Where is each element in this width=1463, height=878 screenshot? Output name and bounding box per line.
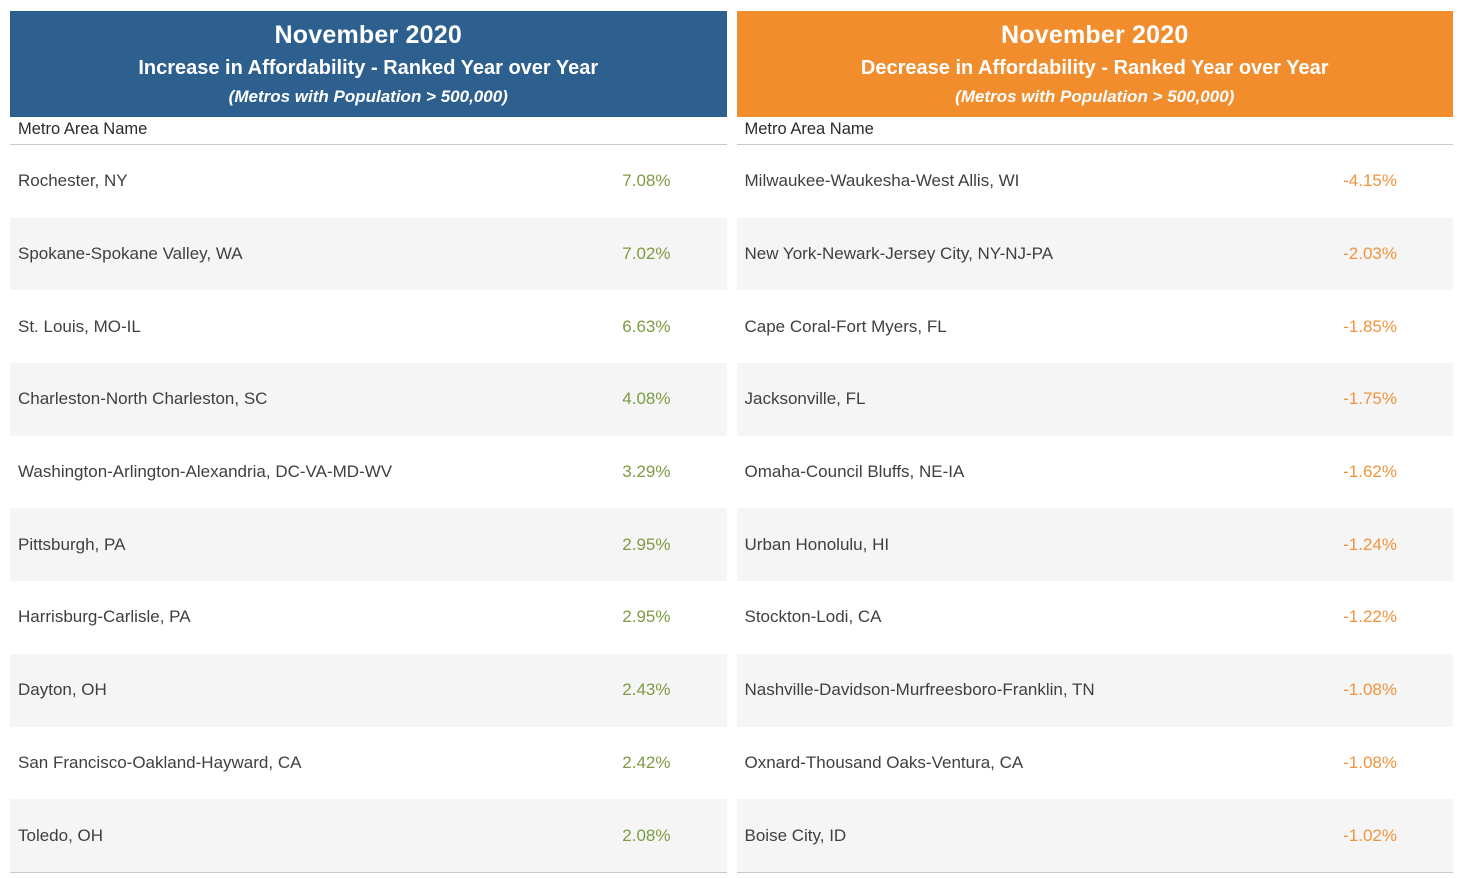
affordability-change-value: -1.85% (1343, 316, 1397, 336)
metro-area-name: Oxnard-Thousand Oaks-Ventura, CA (744, 752, 1024, 772)
table-row: Washington-Arlington-Alexandria, DC-VA-M… (10, 436, 727, 509)
metro-area-name: Boise City, ID (744, 825, 847, 845)
affordability-change-value: 2.08% (622, 825, 671, 845)
table-row: Milwaukee-Waukesha-West Allis, WI -4.15% (737, 145, 1454, 218)
metro-area-name: Stockton-Lodi, CA (744, 607, 882, 627)
affordability-change-value: -1.02% (1343, 825, 1397, 845)
metro-area-name: Jacksonville, FL (744, 389, 866, 409)
metro-area-name: Dayton, OH (18, 680, 107, 700)
metro-area-name: Spokane-Spokane Valley, WA (18, 244, 243, 264)
table-row: Omaha-Council Bluffs, NE-IA -1.62% (737, 436, 1454, 509)
table-row: Nashville-Davidson-Murfreesboro-Franklin… (736, 653, 1453, 727)
affordability-change-value: -2.03% (1343, 244, 1397, 264)
metro-area-name: Milwaukee-Waukesha-West Allis, WI (744, 171, 1020, 191)
affordability-change-value: 2.43% (622, 680, 671, 700)
affordability-change-value: 4.08% (622, 389, 671, 409)
affordability-change-value: -1.62% (1343, 462, 1397, 482)
affordability-change-value: -1.24% (1343, 534, 1397, 554)
metro-area-name: Omaha-Council Bluffs, NE-IA (744, 462, 965, 482)
decrease-column-header-metro-area-name: Metro Area Name (736, 117, 1453, 145)
affordability-change-value: 6.63% (622, 316, 671, 336)
affordability-change-value: 2.95% (622, 607, 671, 627)
metro-area-name: Charleston-North Charleston, SC (18, 389, 268, 409)
decrease-header-month: November 2020 (1001, 21, 1189, 49)
table-row: Stockton-Lodi, CA -1.22% (737, 581, 1454, 654)
affordability-change-value: -1.08% (1343, 680, 1397, 700)
affordability-change-value: 2.95% (622, 534, 671, 554)
metro-area-name: Urban Honolulu, HI (744, 534, 890, 554)
table-row: Urban Honolulu, HI -1.24% (736, 508, 1453, 582)
table-row: St. Louis, MO-IL 6.63% (10, 290, 727, 363)
increase-header-title: Increase in Affordability - Ranked Year … (138, 57, 599, 79)
table-row: Cape Coral-Fort Myers, FL -1.85% (737, 290, 1454, 363)
decrease-table-header: November 2020 Decrease in Affordability … (736, 11, 1453, 117)
table-row: Jacksonville, FL -1.75% (736, 363, 1453, 436)
metro-area-name: San Francisco-Oakland-Hayward, CA (18, 752, 302, 772)
increase-table-rows: Rochester, NY 7.08% Spokane-Spokane Vall… (10, 145, 727, 873)
metro-area-name: Harrisburg-Carlisle, PA (18, 607, 191, 627)
affordability-change-value: 2.42% (622, 752, 671, 772)
affordability-change-value: -4.15% (1343, 171, 1397, 191)
metro-area-name: Rochester, NY (18, 171, 128, 191)
table-row: Toledo, OH 2.08% (10, 799, 727, 872)
decrease-header-subtitle: (Metros with Population > 500,000) (955, 87, 1235, 106)
metro-area-name: Pittsburgh, PA (18, 534, 126, 554)
affordability-change-value: 3.29% (622, 462, 671, 482)
increase-column-header-metro-area-name: Metro Area Name (10, 117, 727, 145)
table-row: Charleston-North Charleston, SC 4.08% (10, 363, 727, 436)
decrease-header-title: Decrease in Affordability - Ranked Year … (860, 57, 1329, 79)
increase-header-month: November 2020 (274, 21, 462, 49)
metro-area-name: New York-Newark-Jersey City, NY-NJ-PA (744, 244, 1054, 264)
affordability-change-value: -1.08% (1343, 752, 1397, 772)
table-row: New York-Newark-Jersey City, NY-NJ-PA -2… (736, 217, 1453, 291)
decrease-table-rows: Milwaukee-Waukesha-West Allis, WI -4.15%… (736, 145, 1454, 873)
table-row: Harrisburg-Carlisle, PA 2.95% (10, 581, 727, 654)
decrease-affordability-panel: November 2020 Decrease in Affordability … (736, 11, 1454, 878)
table-row: Rochester, NY 7.08% (10, 145, 727, 218)
table-row: Oxnard-Thousand Oaks-Ventura, CA -1.08% (737, 727, 1454, 800)
table-row: Spokane-Spokane Valley, WA 7.02% (10, 217, 727, 291)
metro-area-name: Toledo, OH (18, 825, 104, 845)
metro-area-name: Cape Coral-Fort Myers, FL (744, 316, 947, 336)
affordability-change-value: -1.22% (1343, 607, 1397, 627)
increase-header-subtitle: (Metros with Population > 500,000) (228, 87, 508, 106)
table-row: Boise City, ID -1.02% (736, 799, 1453, 872)
metro-area-name: St. Louis, MO-IL (18, 316, 141, 336)
increase-affordability-panel: November 2020 Increase in Affordability … (10, 11, 727, 878)
table-row: San Francisco-Oakland-Hayward, CA 2.42% (10, 727, 727, 800)
affordability-change-value: -1.75% (1343, 389, 1397, 409)
increase-table-header: November 2020 Increase in Affordability … (10, 11, 727, 117)
table-row: Dayton, OH 2.43% (10, 653, 727, 727)
metro-area-name: Nashville-Davidson-Murfreesboro-Franklin… (744, 680, 1095, 700)
affordability-change-value: 7.02% (622, 244, 671, 264)
table-row: Pittsburgh, PA 2.95% (10, 508, 727, 582)
metro-area-name: Washington-Arlington-Alexandria, DC-VA-M… (18, 462, 393, 482)
affordability-change-value: 7.08% (622, 171, 671, 191)
